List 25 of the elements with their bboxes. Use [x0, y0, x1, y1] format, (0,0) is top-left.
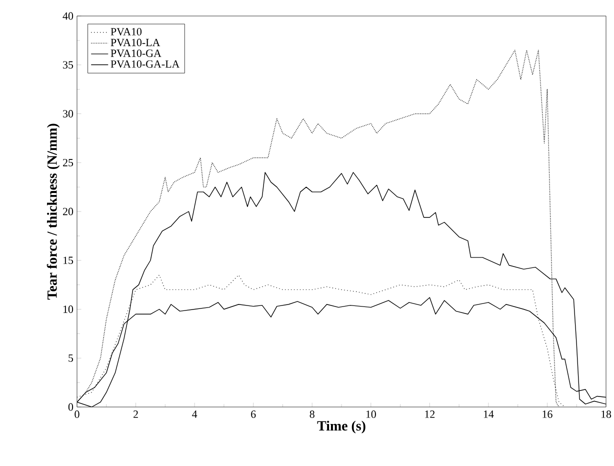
y-tick-label: 30: [63, 110, 74, 118]
y-tick-label: 15: [63, 256, 74, 264]
y-tick-label: 0: [68, 403, 74, 411]
y-tick-label: 10: [63, 306, 74, 313]
x-tick-label: 16: [542, 410, 552, 418]
y-tick-label: 40: [62, 12, 74, 20]
legend-label: PVA10-GA-LA: [110, 60, 180, 68]
y-tick-label: 5: [68, 354, 74, 362]
x-tick-label: 10: [366, 410, 376, 418]
y-axis-title: Tear force / thickness (N/mm): [46, 124, 60, 300]
x-axis-title: Time (s): [317, 420, 366, 434]
x-tick-label: 18: [601, 410, 612, 418]
x-tick-label: 14: [484, 410, 494, 418]
x-tick-label: 0: [74, 410, 80, 418]
x-tick-label: 8: [310, 410, 314, 418]
legend-label: PVA10: [110, 28, 142, 36]
y-tick-label: 20: [63, 208, 74, 216]
x-tick-label: 4: [192, 410, 198, 418]
x-tick-label: 2: [134, 410, 138, 418]
x-tick-label: 12: [425, 410, 435, 418]
legend-label: PVA10-LA: [110, 38, 160, 46]
y-tick-label: 25: [63, 158, 74, 166]
legend-label: PVA10-GA: [110, 50, 162, 58]
x-tick-label: 6: [251, 410, 256, 418]
y-tick-label: 35: [63, 61, 74, 69]
